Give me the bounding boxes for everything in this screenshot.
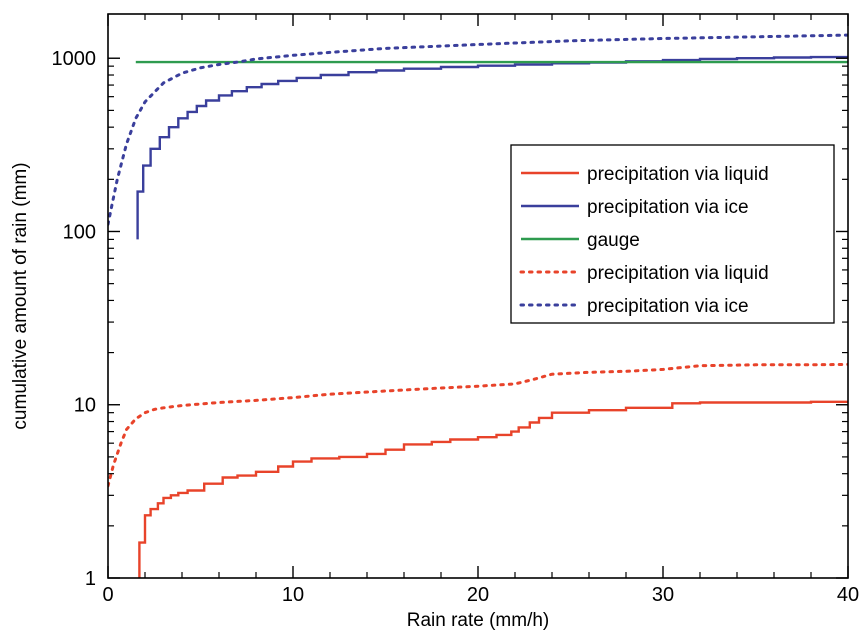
x-tick-label: 20 (467, 584, 489, 606)
y-tick-label: 1000 (52, 48, 97, 70)
tick-layer: 0 10 20 30 40 1 10 100 1000 (52, 14, 859, 606)
y-tick-label: 100 (63, 221, 96, 243)
x-axis-title: Rain rate (mm/h) (407, 610, 550, 631)
y-tick-label: 10 (74, 395, 96, 417)
legend-label-3: gauge (587, 230, 640, 251)
x-tick-label: 40 (837, 584, 859, 606)
legend-label-4: precipitation via liquid (587, 263, 769, 284)
series-line-2-solid (136, 55, 848, 240)
series-line-1-solid (138, 400, 848, 578)
x-tick-label: 10 (282, 584, 304, 606)
legend-label-1: precipitation via liquid (587, 164, 769, 185)
legend-box (510, 144, 835, 324)
series-line-5-dotted (108, 33, 848, 226)
legend: precipitation via liquid precipitation vi… (510, 144, 835, 324)
legend-label-2: precipitation via ice (587, 197, 749, 218)
y-tick-label: 1 (85, 568, 96, 590)
series-layer (108, 33, 848, 578)
series-line-4-dotted (108, 362, 848, 488)
x-tick-label: 30 (652, 584, 674, 606)
x-tick-label: 0 (102, 584, 113, 606)
legend-label-5: precipitation via ice (587, 296, 749, 317)
y-axis-title: cumulative amount of rain (mm) (10, 162, 31, 429)
